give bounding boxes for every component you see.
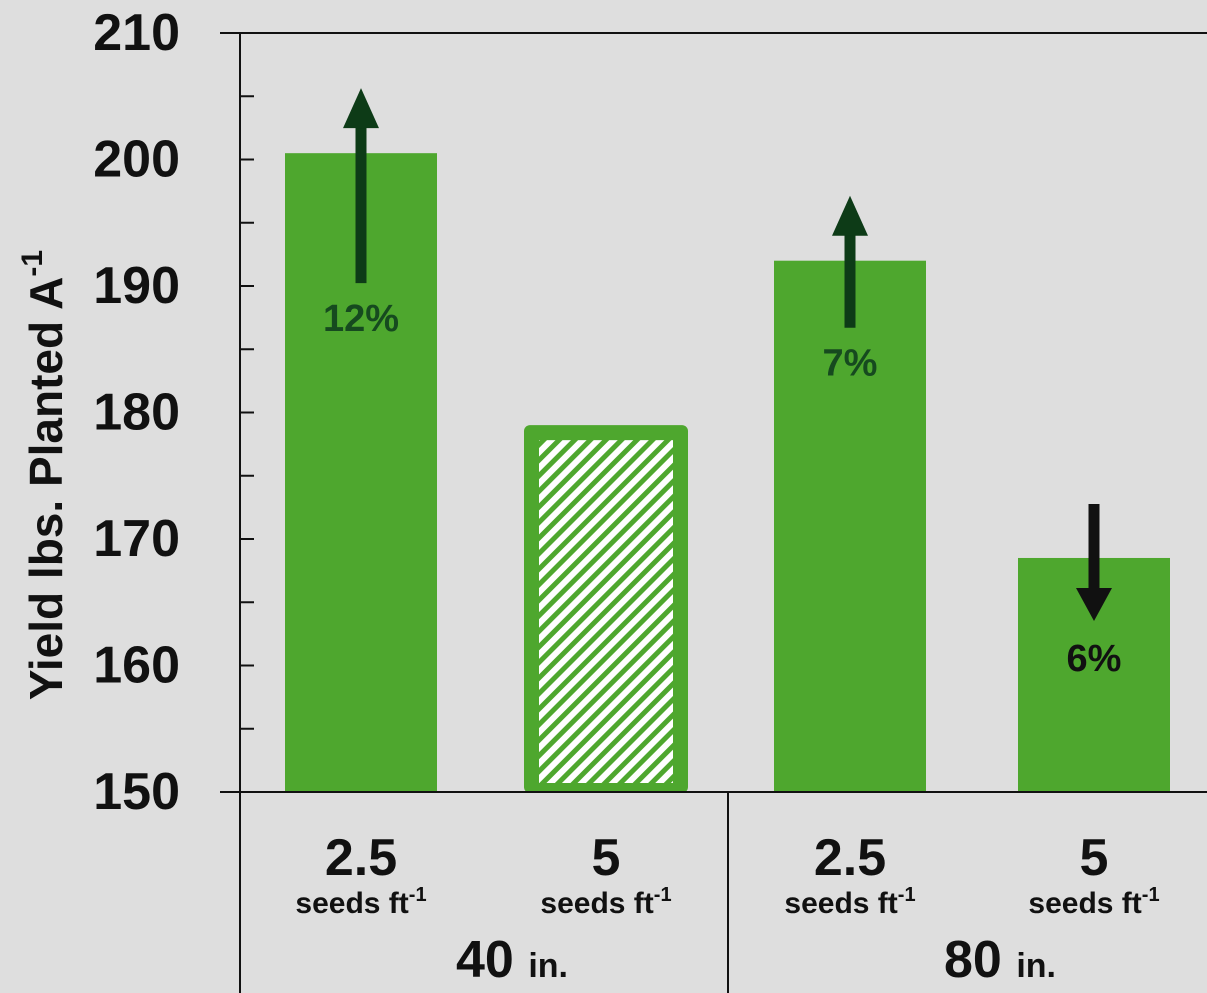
y-tick-label: 180 [93, 384, 180, 442]
y-axis-label-superscript: -1 [16, 250, 49, 277]
y-tick-label: 150 [93, 763, 180, 821]
y-tick-label: 210 [93, 4, 180, 62]
category-unit-text: seeds ft [784, 887, 897, 920]
group-label-0: 40 in. [456, 931, 568, 989]
up-arrow-head-2 [832, 195, 868, 236]
category-unit-superscript: -1 [654, 884, 672, 906]
change-arrows-layer: 12% 7% 6% [323, 88, 1121, 680]
category-rate-label-0: 2.5 [325, 829, 397, 887]
change-label-0: 12% [323, 298, 399, 340]
y-tick-labels: 150 160 170 180 190 200 210 [93, 4, 180, 821]
y-tick-label: 200 [93, 131, 180, 189]
category-unit-label-2: seeds ft-1 [784, 884, 915, 920]
y-axis-label-main: Yield lbs. Planted A [20, 277, 72, 700]
category-unit-superscript: -1 [898, 884, 916, 906]
category-unit-label-1: seeds ft-1 [540, 884, 671, 920]
group-spacing-unit: in. [528, 947, 568, 985]
category-rate-label-1: 5 [592, 829, 621, 887]
y-tick-marks [240, 32, 254, 793]
bars-layer [285, 153, 1170, 793]
axes-layer: 150 160 170 180 190 200 210 [93, 4, 1207, 993]
category-rate-label-2: 2.5 [814, 829, 886, 887]
category-unit-superscript: -1 [409, 884, 427, 906]
down-arrow-head-3 [1076, 587, 1112, 621]
category-unit-text: seeds ft [295, 887, 408, 920]
up-arrow-head-0 [343, 88, 379, 129]
change-label-2: 7% [823, 343, 878, 385]
group-labels: 40 in. 80 in. [456, 931, 1056, 989]
y-tick-label: 160 [93, 637, 180, 695]
group-spacing-value: 80 [944, 931, 1016, 989]
bar-2 [774, 260, 926, 792]
group-label-1: 80 in. [944, 931, 1056, 989]
category-unit-text: seeds ft [540, 887, 653, 920]
bar-hatch-1 [539, 440, 673, 783]
category-unit-label-3: seeds ft-1 [1028, 884, 1159, 920]
category-unit-label-0: seeds ft-1 [295, 884, 426, 920]
change-label-3: 6% [1067, 638, 1122, 680]
group-spacing-value: 40 [456, 931, 528, 989]
y-axis-label: Yield lbs. Planted A-1 [16, 250, 72, 700]
y-tick-label: 190 [93, 257, 180, 315]
category-rate-label-3: 5 [1080, 829, 1109, 887]
y-tick-label: 170 [93, 510, 180, 568]
category-unit-text: seeds ft [1028, 887, 1141, 920]
group-spacing-unit: in. [1016, 947, 1056, 985]
category-unit-superscript: -1 [1142, 884, 1160, 906]
